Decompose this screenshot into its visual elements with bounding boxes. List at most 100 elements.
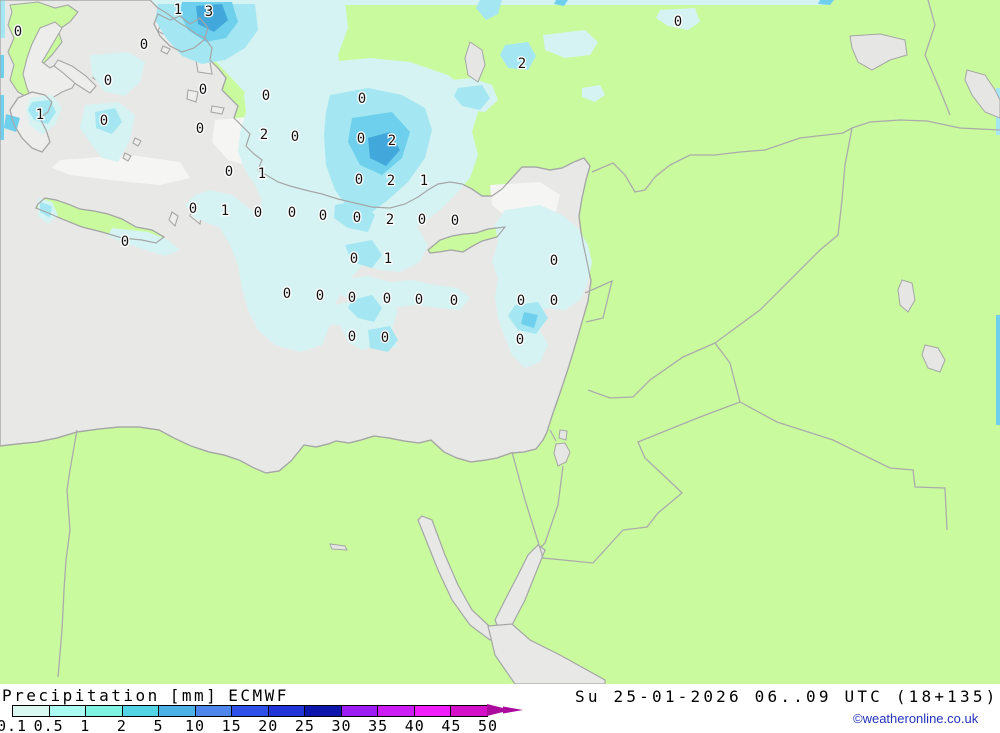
precip-value-label: 0: [254, 205, 262, 221]
cyprus-outline: [427, 226, 507, 254]
sea-of-galilee: [558, 429, 568, 441]
scalebar-segment: [305, 706, 342, 716]
precip-value-label: 0: [451, 213, 459, 229]
precip-value-label: 0: [225, 164, 233, 180]
precip-value-label: 0: [288, 205, 296, 221]
precip-dark-layer: [196, 4, 400, 166]
scalebar-tick-label: 0.1: [0, 717, 28, 733]
precip-value-label: 0: [358, 91, 366, 107]
scalebar-tick-label: 1: [80, 717, 91, 733]
limnos-island: [160, 45, 171, 55]
crete-outline: [35, 197, 166, 244]
border-turkey-syria: [591, 119, 1000, 193]
precip-value-label: 0: [418, 212, 426, 228]
precip-value-label: 0: [316, 288, 324, 304]
precip-value-label: 2: [387, 173, 395, 189]
legend-title-text: Precipitation: [2, 686, 160, 705]
lake-van: [849, 33, 908, 71]
precip-value-label: 0: [381, 330, 389, 346]
precip-value-label: 0: [14, 24, 22, 40]
border-israel-jordan: [539, 429, 564, 549]
precipitation-map: 1 3 0 0 0 2 0 0 0 0 1 0 0 2 0 0 2 0 1 0 2 1 0 1 0 0 0 0 2 0 0 0 0 1 0 0 0 0 0 0…: [0, 0, 1000, 685]
scalebar-segment: [49, 706, 87, 716]
greece-mainland: [22, 21, 79, 113]
scalebar-tick-label: 40: [404, 717, 425, 733]
border-egypt-israel: [511, 451, 541, 549]
scalebar-segment: [159, 706, 196, 716]
map-svg: 1 3 0 0 0 2 0 0 0 0 1 0 0 2 0 0 2 0 1 0 2 1 0 1 0 0 0 0 2 0 0 0 0 1 0 0 0 0 0 0…: [0, 0, 1000, 685]
chalkidiki-outline: [153, 13, 209, 53]
scalebar-segment: [451, 706, 487, 716]
scalebar-tick-label: 25: [294, 717, 315, 733]
nile-delta-lake: [329, 543, 348, 551]
lake-urmia: [964, 69, 1000, 119]
border-turkey-iran: [924, 0, 951, 116]
precip-value-label: 0: [517, 293, 525, 309]
precip-value-label: 1: [36, 107, 44, 123]
legend-title: Precipitation [mm] ECMWF: [2, 686, 299, 705]
precipitation-scalebar: [12, 705, 488, 717]
precip-value-label: 1: [420, 173, 428, 189]
precip-value-label: 0: [199, 82, 207, 98]
euboea-island: [53, 59, 97, 94]
lake-tuz: [464, 41, 486, 83]
precip-value-label: 0: [353, 210, 361, 226]
legend-footer: Precipitation [mm] ECMWF 0.1 0.5 1 2 5 10 15 20 25…: [0, 684, 1000, 733]
precip-value-label: 1: [174, 2, 182, 18]
border-syria-iraq: [714, 127, 853, 344]
precip-value-label: 0: [550, 253, 558, 269]
country-borders: [57, 0, 1000, 678]
precip-value-label: 0: [283, 286, 291, 302]
precip-value-label: 0: [348, 290, 356, 306]
precip-value-label: 0: [196, 121, 204, 137]
precip-value-label: 2: [388, 133, 396, 149]
precip-value-label: 0: [383, 291, 391, 307]
scalebar-tick-label: 15: [221, 717, 242, 733]
dry-patch: [52, 155, 190, 185]
precip-value-label: 2: [260, 127, 268, 143]
precip-value-label: 0: [550, 293, 558, 309]
precip-value-label: 0: [350, 251, 358, 267]
precip-value-label: 2: [386, 212, 394, 228]
precip-value-label: 0: [348, 329, 356, 345]
peloponnese-outline: [9, 91, 53, 153]
scalebar-segment: [13, 706, 50, 716]
cyclades-island: [122, 152, 132, 162]
legend-model: ECMWF: [228, 686, 289, 705]
precip-value-label: 0: [674, 14, 682, 30]
scalebar-tick-label: 50: [477, 717, 499, 733]
dead-sea: [553, 442, 571, 467]
scalebar-segment: [195, 706, 233, 716]
precip-value-label: 0: [516, 332, 524, 348]
scalebar-segment: [122, 706, 160, 716]
copyright-link[interactable]: ©weatheronline.co.uk: [853, 711, 979, 726]
scalebar-segment: [341, 706, 379, 716]
precip-value-label: 2: [518, 56, 526, 72]
scalebar-tick-label: 10: [185, 717, 206, 733]
precip-value-label: 0: [355, 172, 363, 188]
lake-razazza: [921, 344, 946, 373]
scalebar-tick-label: 5: [153, 717, 164, 733]
precip-value-label: 0: [415, 292, 423, 308]
samos-island: [210, 105, 225, 115]
border-jordan-iraq: [587, 342, 716, 399]
scalebar-tick-label: 20: [258, 717, 279, 733]
scalebar-segment: [268, 706, 306, 716]
precip-value-label: 0: [189, 201, 197, 217]
precip-value-label: 0: [357, 131, 365, 147]
scalebar-tick-label: 45: [441, 717, 462, 733]
scalebar-tick-label: 30: [331, 717, 352, 733]
scalebar-arrow-icon: [487, 704, 523, 716]
lake-tharthar: [897, 279, 916, 313]
scalebar-segment: [232, 706, 269, 716]
forecast-datetime: Su 25-01-2026 06..09 UTC (18+135): [575, 687, 999, 706]
legend-units: [mm]: [169, 686, 219, 705]
precip-value-label: 0: [100, 113, 108, 129]
karpathos-island: [168, 211, 179, 228]
scalebar-segment: [378, 706, 415, 716]
scalebar-segment: [414, 706, 452, 716]
precip-value-label: 0: [319, 208, 327, 224]
precip-value-label: 0: [140, 37, 148, 53]
precip-value-label: 0: [121, 234, 129, 250]
